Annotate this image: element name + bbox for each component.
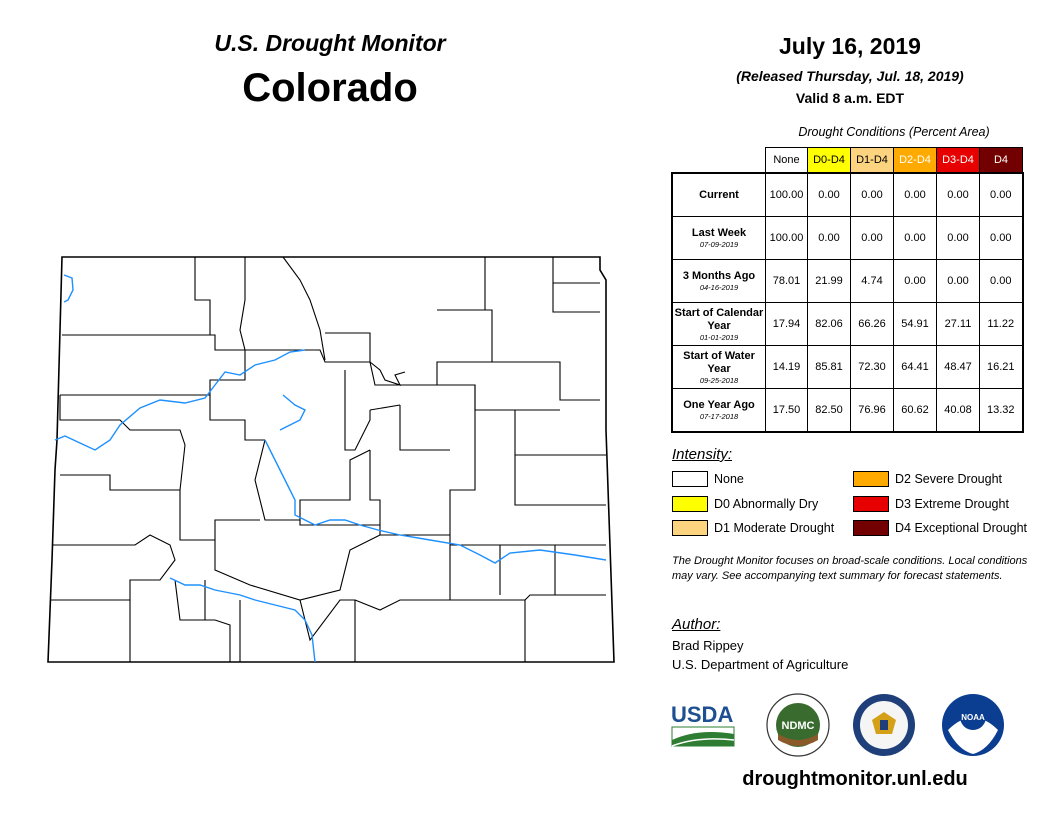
cell-none: 100.00 [765,172,808,217]
table-caption: Drought Conditions (Percent Area) [798,125,990,139]
row-label: Current [699,188,739,201]
cell-d3-d4: 40.08 [936,388,980,433]
cell-none: 17.50 [765,388,808,433]
row-date: 07-17-2018 [699,412,739,421]
author-name: Brad Rippey [672,638,744,653]
legend-swatch [672,471,708,487]
colorado-county-map [47,256,615,663]
table-row: Start of Water Year 09-25-2018 14.19 85.8… [671,345,1024,389]
row-date: 09-25-2018 [699,375,739,385]
ndmc-logo: NDMC [766,693,830,757]
legend-item-d1: D1 Moderate Drought [672,520,834,536]
cell-d1-d4: 4.74 [850,259,894,303]
col-header-none: None [765,147,808,174]
cell-d3-d4: 0.00 [936,259,980,303]
usda-logo: USDA [671,702,735,747]
row-label: Last Week [691,227,747,239]
legend-swatch [853,471,889,487]
cell-d0-d4: 0.00 [807,216,851,260]
noaa-logo: NOAA [942,694,1004,756]
col-header-d3-d4: D3-D4 [936,147,980,174]
cell-d0-d4: 0.00 [807,172,851,217]
monitor-title: U.S. Drought Monitor [214,30,446,56]
cell-d2-d4: 0.00 [893,172,937,217]
row-label: Start of Water Year [683,349,755,375]
commerce-seal-icon [853,694,915,756]
cell-d1-d4: 0.00 [850,172,894,217]
county-boundaries [47,256,615,663]
website-url[interactable]: droughtmonitor.unl.edu [742,768,968,790]
agency-logos: USDA NDMC NOAA [671,693,1004,757]
table-row: One Year Ago 07-17-2018 17.50 82.50 76.96… [671,388,1024,433]
valid-time: Valid 8 a.m. EDT [795,90,905,106]
cell-d4: 0.00 [979,216,1024,260]
cell-d0-d4: 82.06 [807,302,851,346]
table-row: 3 Months Ago 04-16-2019 78.01 21.99 4.74 … [671,259,1024,303]
disclaimer-note: The Drought Monitor focuses on broad-sca… [672,555,1028,582]
row-date: 07-09-2019 [699,240,739,249]
legend-item-d2: D2 Severe Drought [853,471,1002,487]
drought-conditions-table: None D0-D4 D1-D4 D2-D4 D3-D4 D4 Current … [671,147,1024,433]
cell-d1-d4: 72.30 [850,345,894,389]
cell-d4: 11.22 [979,302,1024,346]
map-date: July 16, 2019 [779,33,921,59]
cell-d2-d4: 54.91 [893,302,937,346]
legend-item-none: None [672,471,744,487]
col-header-d0-d4: D0-D4 [807,147,851,174]
cell-none: 17.94 [765,302,808,346]
cell-d4: 0.00 [979,172,1024,217]
cell-d0-d4: 85.81 [807,345,851,389]
cell-d1-d4: 66.26 [850,302,894,346]
legend-title: Intensity: [672,446,733,463]
cell-d0-d4: 21.99 [807,259,851,303]
cell-none: 14.19 [765,345,808,389]
cell-d1-d4: 0.00 [850,216,894,260]
cell-none: 100.00 [765,216,808,260]
legend-item-d4: D4 Exceptional Drought [853,520,1027,536]
row-label: One Year Ago [683,399,755,411]
release-date: (Released Thursday, Jul. 18, 2019) [736,68,964,84]
row-date: 04-16-2019 [699,283,739,292]
author-heading: Author: [672,616,721,633]
legend-item-d3: D3 Extreme Drought [853,496,1009,512]
table-row: Current 100.00 0.00 0.00 0.00 0.00 0.00 [671,172,1024,217]
legend-swatch [672,520,708,536]
legend-swatch [853,520,889,536]
legend-swatch [853,496,889,512]
cell-d2-d4: 64.41 [893,345,937,389]
cell-d4: 0.00 [979,259,1024,303]
legend-swatch [672,496,708,512]
cell-d2-d4: 0.00 [893,216,937,260]
table-row: Last Week 07-09-2019 100.00 0.00 0.00 0.0… [671,216,1024,260]
legend-item-d0: D0 Abnormally Dry [672,496,818,512]
cell-d2-d4: 0.00 [893,259,937,303]
cell-d4: 16.21 [979,345,1024,389]
usda-text: USDA [671,702,733,727]
cell-d3-d4: 48.47 [936,345,980,389]
state-title: Colorado [242,66,418,110]
cell-d3-d4: 0.00 [936,216,980,260]
cell-d4: 13.32 [979,388,1024,433]
cell-d1-d4: 76.96 [850,388,894,433]
col-header-d2-d4: D2-D4 [893,147,937,174]
state-outline [47,256,615,663]
rivers [54,274,607,663]
col-header-d4: D4 [979,147,1023,174]
cell-none: 78.01 [765,259,808,303]
cell-d2-d4: 60.62 [893,388,937,433]
cell-d0-d4: 82.50 [807,388,851,433]
author-organization: U.S. Department of Agriculture [672,657,849,672]
noaa-text: NOAA [961,713,985,722]
cell-d3-d4: 0.00 [936,172,980,217]
row-date: 01-01-2019 [699,332,739,342]
row-label: 3 Months Ago [682,270,756,282]
table-row: Start of Calendar Year 01-01-2019 17.94 8… [671,302,1024,346]
row-label: Start of Calendar Year [674,306,764,332]
col-header-d1-d4: D1-D4 [850,147,894,174]
ndmc-text: NDMC [782,720,815,732]
cell-d3-d4: 27.11 [936,302,980,346]
